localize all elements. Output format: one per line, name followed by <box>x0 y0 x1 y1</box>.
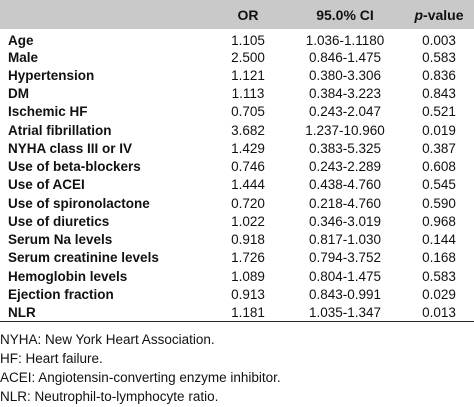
row-variable-cell: Ischemic HF <box>8 104 88 120</box>
table-row: Use of spironolactone 0.720 0.218-4.760 0.5… <box>0 194 474 212</box>
row-ci-cell: 0.380-3.306 <box>308 67 382 83</box>
row-or-cell: 0.918 <box>231 232 265 248</box>
table-row: Ejection fraction 0.913 0.843-0.991 0.029 <box>0 285 474 303</box>
row-p-value-cell: 0.590 <box>422 195 456 211</box>
row-or-cell: 1.105 <box>231 33 265 48</box>
row-p-value-cell: 0.168 <box>422 250 456 266</box>
row-or-cell: 3.682 <box>231 122 265 138</box>
header-p-value: p-value <box>404 0 474 29</box>
row-or-cell: 1.444 <box>231 177 265 193</box>
footnote-nyha: NYHA: New York Heart Association. <box>0 332 215 347</box>
row-variable-cell: Serum Na levels <box>8 232 113 248</box>
row-p-value-cell: 0.545 <box>422 177 456 193</box>
table-body: Age 1.105 1.036-1.1180 0.003 Male 2.500 0.846-… <box>0 29 474 322</box>
row-ci-cell: 0.817-1.030 <box>308 232 382 248</box>
row-p-value-cell: 0.583 <box>422 49 456 65</box>
header-variable <box>0 0 210 29</box>
row-p-value-cell: 0.003 <box>422 33 456 48</box>
table-row: NYHA class III or IV 1.429 0.383-5.325 0.38… <box>0 139 474 157</box>
table-row: Serum Na levels 0.918 0.817-1.030 0.144 <box>0 231 474 249</box>
table-row: Age 1.105 1.036-1.1180 0.003 <box>0 29 474 48</box>
row-ci-cell: 0.794-3.752 <box>308 250 382 266</box>
row-variable-cell: Age <box>8 33 34 48</box>
results-table-container: OR 95.0% CI p-value Age 1.105 1.036-1.1180… <box>0 0 474 322</box>
table-header-row: OR 95.0% CI p-value <box>0 0 474 29</box>
row-ci-cell: 0.346-3.019 <box>308 213 382 229</box>
footnote-acei: ACEI: Angiotensin-converting enzyme inhi… <box>0 370 281 385</box>
odds-ratio-table: OR 95.0% CI p-value Age 1.105 1.036-1.1180… <box>0 0 474 322</box>
row-p-value-cell: 0.387 <box>422 140 456 156</box>
row-ci-cell: 0.438-4.760 <box>308 177 382 193</box>
row-or-cell: 1.113 <box>231 86 265 102</box>
table-row: Hemoglobin levels 1.089 0.804-1.475 0.583 <box>0 267 474 285</box>
table-row: Male 2.500 0.846-1.475 0.583 <box>0 48 474 66</box>
row-ci-cell: 0.843-0.991 <box>308 286 382 302</box>
row-or-cell: 0.705 <box>231 104 265 120</box>
row-variable-cell: Atrial fibrillation <box>8 122 112 138</box>
table-row: Hypertension 1.121 0.380-3.306 0.836 <box>0 66 474 84</box>
header-ci: 95.0% CI <box>316 6 374 23</box>
table-row: NLR 1.181 1.035-1.347 0.013 <box>0 304 474 322</box>
row-ci-cell: 0.804-1.475 <box>308 268 382 284</box>
row-variable-cell: NLR <box>8 304 36 320</box>
row-ci-cell: 0.243-2.047 <box>308 104 382 120</box>
row-p-value-cell: 0.583 <box>422 268 456 284</box>
row-variable-cell: DM <box>8 86 29 102</box>
row-variable-cell: Use of beta-blockers <box>8 159 141 175</box>
row-variable-cell: Serum creatinine levels <box>8 250 159 266</box>
row-p-value-cell: 0.144 <box>422 232 456 248</box>
table-row: Serum creatinine levels 1.726 0.794-3.752 0… <box>0 249 474 267</box>
row-or-cell: 1.726 <box>231 250 265 266</box>
row-p-value-cell: 0.521 <box>422 104 456 120</box>
row-or-cell: 1.089 <box>231 268 265 284</box>
row-variable-cell: Use of diuretics <box>8 213 110 229</box>
row-ci-cell: 1.035-1.347 <box>308 304 382 320</box>
row-variable-cell: Hemoglobin levels <box>8 268 128 284</box>
row-or-cell: 1.121 <box>231 67 265 83</box>
row-or-cell: 1.429 <box>231 140 265 156</box>
row-variable-cell: Hypertension <box>8 67 95 83</box>
row-p-value-cell: 0.836 <box>422 67 456 83</box>
header-or: OR <box>237 6 259 23</box>
row-p-value-cell: 0.608 <box>422 159 456 175</box>
row-or-cell: 0.746 <box>231 159 265 175</box>
footnotes: NYHA: New York Heart Association. HF: He… <box>0 330 474 406</box>
row-ci-cell: 0.384-3.223 <box>308 86 382 102</box>
row-ci-cell: 1.237-10.960 <box>305 122 385 138</box>
row-p-value-cell: 0.843 <box>422 86 456 102</box>
row-or-cell: 0.913 <box>231 286 265 302</box>
row-ci-cell: 0.243-2.289 <box>308 159 382 175</box>
row-ci-cell: 0.846-1.475 <box>308 49 382 65</box>
table-row: Use of diuretics 1.022 0.346-3.019 0.968 <box>0 212 474 230</box>
row-variable-cell: Use of ACEI <box>8 177 85 193</box>
table-row: Atrial fibrillation 3.682 1.237-10.960 0.01… <box>0 121 474 139</box>
row-variable-cell: NYHA class III or IV <box>8 140 133 156</box>
table-row: DM 1.113 0.384-3.223 0.843 <box>0 85 474 103</box>
row-p-value-cell: 0.029 <box>422 286 456 302</box>
table-row: Use of ACEI 1.444 0.438-4.760 0.545 <box>0 176 474 194</box>
footnote-hf: HF: Heart failure. <box>0 351 103 366</box>
row-or-cell: 1.181 <box>231 304 265 320</box>
row-or-cell: 0.720 <box>231 195 265 211</box>
row-ci-cell: 1.036-1.1180 <box>305 33 385 48</box>
row-or-cell: 1.022 <box>231 213 265 229</box>
row-p-value-cell: 0.013 <box>422 304 456 320</box>
table-row: Ischemic HF 0.705 0.243-2.047 0.521 <box>0 103 474 121</box>
row-ci-cell: 0.383-5.325 <box>308 140 382 156</box>
table-row: Use of beta-blockers 0.746 0.243-2.289 0.60… <box>0 158 474 176</box>
header-p-suffix: -value <box>423 6 464 23</box>
row-variable-cell: Use of spironolactone <box>8 195 150 211</box>
footnote-nlr: NLR: Neutrophil-to-lymphocyte ratio. <box>0 389 219 404</box>
row-p-value-cell: 0.019 <box>422 122 456 138</box>
row-ci-cell: 0.218-4.760 <box>308 195 382 211</box>
row-p-value-cell: 0.968 <box>422 213 456 229</box>
row-variable-cell: Ejection fraction <box>8 286 114 302</box>
row-variable-cell: Male <box>8 49 39 65</box>
row-or-cell: 2.500 <box>231 49 265 65</box>
header-p-italic: p <box>414 6 424 23</box>
